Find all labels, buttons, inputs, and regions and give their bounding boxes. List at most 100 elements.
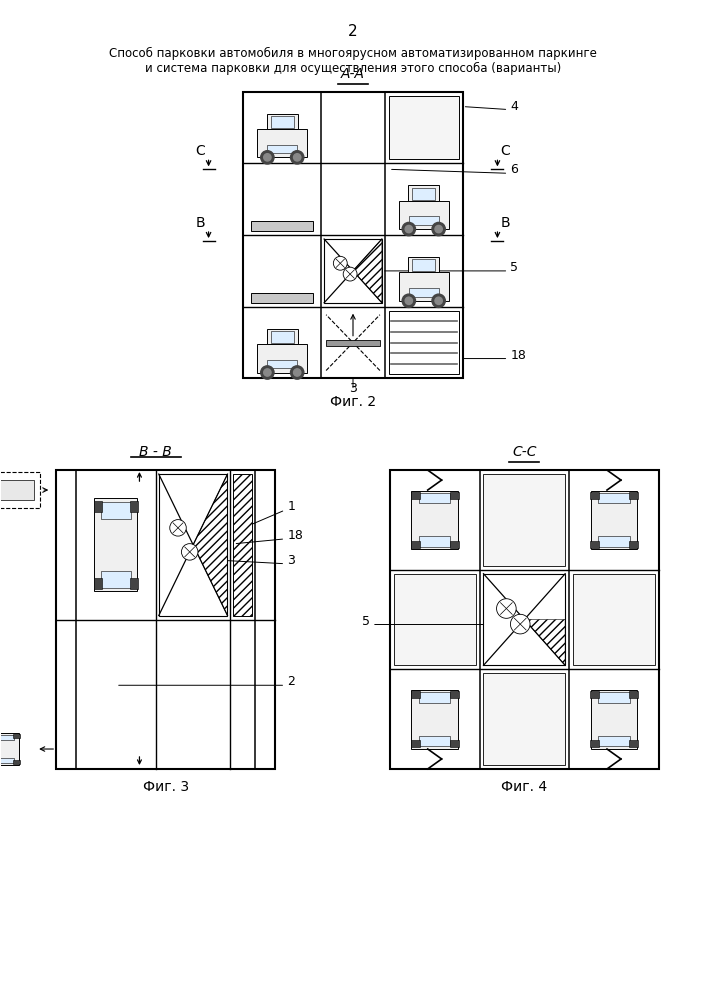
Circle shape [405,225,412,233]
Bar [484,673,565,765]
Bar [591,690,637,749]
Bar [411,740,419,747]
Bar [0,733,19,765]
Text: C: C [501,144,510,158]
Text: Фиг. 2: Фиг. 2 [330,395,376,409]
Bar [101,502,131,519]
Text: 4: 4 [510,100,518,113]
Bar [590,492,599,499]
Bar [419,493,450,503]
Circle shape [291,366,304,379]
Circle shape [343,267,357,281]
Bar [130,501,139,512]
Bar [409,216,438,225]
Bar [271,331,294,343]
Circle shape [170,520,186,536]
Circle shape [261,151,274,164]
Circle shape [435,225,443,233]
Text: Способ парковки автомобиля в многоярусном автоматизированном паркинге: Способ парковки автомобиля в многоярусно… [109,47,597,60]
Bar [233,474,252,616]
Text: 5: 5 [510,261,518,274]
Bar [93,578,102,589]
Bar [450,740,459,747]
Bar [412,188,436,200]
Text: B - B: B - B [139,445,173,459]
Bar [0,735,13,740]
Bar [590,740,599,747]
Bar [412,259,436,271]
Bar [252,221,313,231]
Bar [267,114,298,129]
Circle shape [402,294,416,307]
Bar [101,571,131,588]
Text: Фиг. 3: Фиг. 3 [143,780,189,794]
Circle shape [293,369,301,376]
Bar [629,740,638,747]
Circle shape [510,614,530,634]
Bar [591,491,637,549]
Text: C: C [196,144,206,158]
Circle shape [405,297,412,304]
Circle shape [334,256,347,270]
Bar [390,470,659,769]
Text: 1: 1 [287,500,295,513]
Bar [598,536,630,547]
Bar [629,541,638,548]
Text: B: B [501,216,510,230]
Bar [243,92,462,378]
Bar [159,474,228,616]
Bar [399,272,448,301]
Bar [409,185,439,201]
Bar [257,129,307,157]
Bar [252,293,313,303]
Bar [257,344,307,373]
Bar [394,574,476,665]
Text: Фиг. 4: Фиг. 4 [501,780,547,794]
Text: 3: 3 [287,554,295,567]
Text: 18: 18 [287,529,303,542]
Bar [0,472,40,508]
Bar [419,692,450,703]
Text: и система парковки для осуществления этого способа (варианты): и система парковки для осуществления это… [145,62,561,75]
Circle shape [293,154,301,161]
Bar [411,492,419,499]
Bar [267,329,298,344]
Bar [409,288,438,297]
Bar [450,541,459,548]
Bar [450,691,459,698]
Bar [326,340,380,346]
Circle shape [432,294,445,307]
Bar [419,736,450,746]
Bar [409,257,439,272]
Bar [95,498,137,591]
Circle shape [264,369,271,376]
Text: 3: 3 [349,382,357,395]
Bar [411,541,419,548]
Bar [598,493,630,503]
Circle shape [496,599,516,618]
Bar [598,692,630,703]
Text: 5: 5 [362,615,370,628]
Circle shape [182,544,198,560]
Bar [130,578,139,589]
Circle shape [264,154,271,161]
Bar [484,574,565,665]
Bar [271,116,294,128]
Bar [450,492,459,499]
Bar [419,536,450,547]
Text: С-С: С-С [512,445,537,459]
Circle shape [432,222,445,236]
Bar [598,736,630,746]
Bar [590,691,599,698]
Bar [0,480,34,500]
Circle shape [261,366,274,379]
Bar [389,311,459,374]
Bar [629,492,638,499]
Circle shape [291,151,304,164]
Text: 6: 6 [510,163,518,176]
Bar [629,691,638,698]
Bar [411,690,458,749]
Bar [389,96,459,159]
Circle shape [435,297,443,304]
Bar [484,474,565,566]
